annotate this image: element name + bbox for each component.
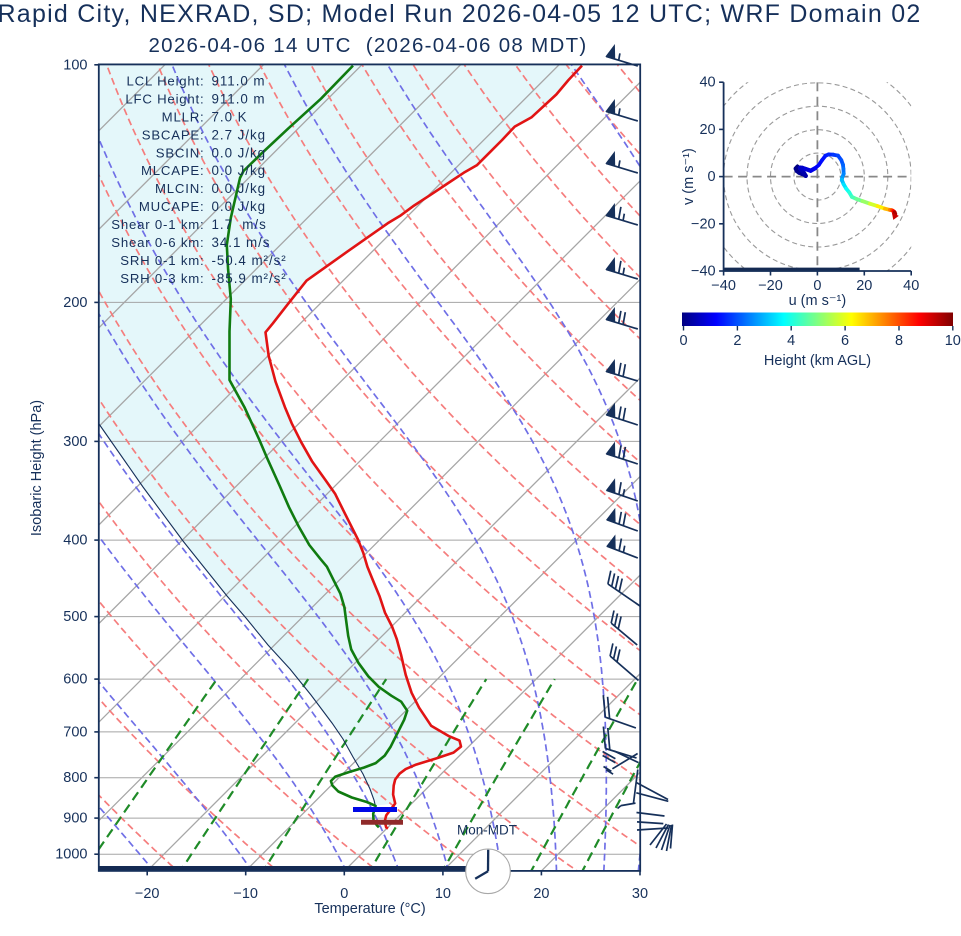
svg-text:200: 200 xyxy=(63,295,87,311)
svg-text:0: 0 xyxy=(708,169,716,185)
svg-text:0.0 J/kg: 0.0 J/kg xyxy=(212,145,267,160)
svg-text:40: 40 xyxy=(903,278,919,294)
svg-text:1000: 1000 xyxy=(55,847,87,863)
svg-text:100: 100 xyxy=(63,57,87,73)
svg-text:7.0 K: 7.0 K xyxy=(212,110,248,125)
svg-text:MUCAPE:: MUCAPE: xyxy=(139,199,205,214)
svg-text:SRH 0-1 km:: SRH 0-1 km: xyxy=(120,253,204,268)
svg-text:20: 20 xyxy=(856,278,872,294)
svg-text:2026-04-06 14 UTC (2026-04-06: 2026-04-06 14 UTC (2026-04-06 08 MDT) xyxy=(148,34,587,57)
svg-text:−20: −20 xyxy=(691,216,716,232)
svg-text:4: 4 xyxy=(787,333,795,349)
svg-text:−20: −20 xyxy=(758,278,783,294)
svg-text:Height (km AGL): Height (km AGL) xyxy=(764,353,871,369)
svg-text:MLCIN:: MLCIN: xyxy=(155,181,205,196)
svg-text:20: 20 xyxy=(699,122,715,138)
svg-text:Temperature (°C): Temperature (°C) xyxy=(314,901,425,917)
svg-text:0.0 J/kg: 0.0 J/kg xyxy=(212,199,267,214)
svg-text:40: 40 xyxy=(699,75,715,91)
svg-text:MLLR:: MLLR: xyxy=(162,110,205,125)
svg-text:500: 500 xyxy=(63,609,87,625)
svg-text:Shear 0-1 km:: Shear 0-1 km: xyxy=(111,217,204,232)
svg-text:900: 900 xyxy=(63,811,87,827)
svg-text:−40: −40 xyxy=(711,278,736,294)
svg-text:800: 800 xyxy=(63,770,87,786)
svg-text:600: 600 xyxy=(63,672,87,688)
svg-text:911.0 m: 911.0 m xyxy=(212,92,266,107)
svg-text:700: 700 xyxy=(63,724,87,740)
svg-text:10: 10 xyxy=(945,333,961,349)
svg-text:−10: −10 xyxy=(233,886,258,902)
svg-text:0: 0 xyxy=(813,278,821,294)
svg-text:0.0 J/kg: 0.0 J/kg xyxy=(212,181,267,196)
svg-text:SRH 0-3 km:: SRH 0-3 km: xyxy=(120,271,204,286)
svg-text:Mon-MDT: Mon-MDT xyxy=(457,823,517,838)
svg-text:−40: −40 xyxy=(691,264,716,280)
svg-text:6: 6 xyxy=(841,333,849,349)
svg-text:20: 20 xyxy=(533,886,549,902)
svg-text:0.0 J/kg: 0.0 J/kg xyxy=(212,163,267,178)
svg-text:300: 300 xyxy=(63,434,87,450)
svg-text:u (m s⁻¹): u (m s⁻¹) xyxy=(789,293,847,309)
svg-text:911.0 m: 911.0 m xyxy=(212,74,266,89)
svg-text:2: 2 xyxy=(733,333,741,349)
svg-text:400: 400 xyxy=(63,533,87,549)
svg-text:2.7 J/kg: 2.7 J/kg xyxy=(212,127,267,142)
svg-text:LFC Height:: LFC Height: xyxy=(125,92,204,107)
svg-text:MLCAPE:: MLCAPE: xyxy=(141,163,205,178)
svg-text:Rapid City, NEXRAD, SD; Model: Rapid City, NEXRAD, SD; Model Run 2026-0… xyxy=(0,0,922,28)
svg-text:0: 0 xyxy=(679,333,687,349)
svg-text:8: 8 xyxy=(895,333,903,349)
svg-text:10: 10 xyxy=(435,886,451,902)
svg-text:34.1 m/s: 34.1 m/s xyxy=(212,235,271,250)
svg-text:−20: −20 xyxy=(135,886,160,902)
svg-text:SBCAPE:: SBCAPE: xyxy=(142,127,205,142)
svg-text:v (m s⁻¹): v (m s⁻¹) xyxy=(681,148,697,205)
svg-text:0: 0 xyxy=(340,886,348,902)
svg-text:LCL Height:: LCL Height: xyxy=(127,74,205,89)
svg-text:Isobaric Height (hPa): Isobaric Height (hPa) xyxy=(29,400,45,536)
svg-text:SBCIN:: SBCIN: xyxy=(156,145,205,160)
svg-text:1.7 m/s: 1.7 m/s xyxy=(212,217,267,232)
svg-text:30: 30 xyxy=(632,886,648,902)
svg-text:-50.4 m²/s²: -50.4 m²/s² xyxy=(212,253,287,268)
svg-text:-85.9 m²/s²: -85.9 m²/s² xyxy=(212,271,287,286)
svg-text:Shear 0-6 km:: Shear 0-6 km: xyxy=(111,235,204,250)
